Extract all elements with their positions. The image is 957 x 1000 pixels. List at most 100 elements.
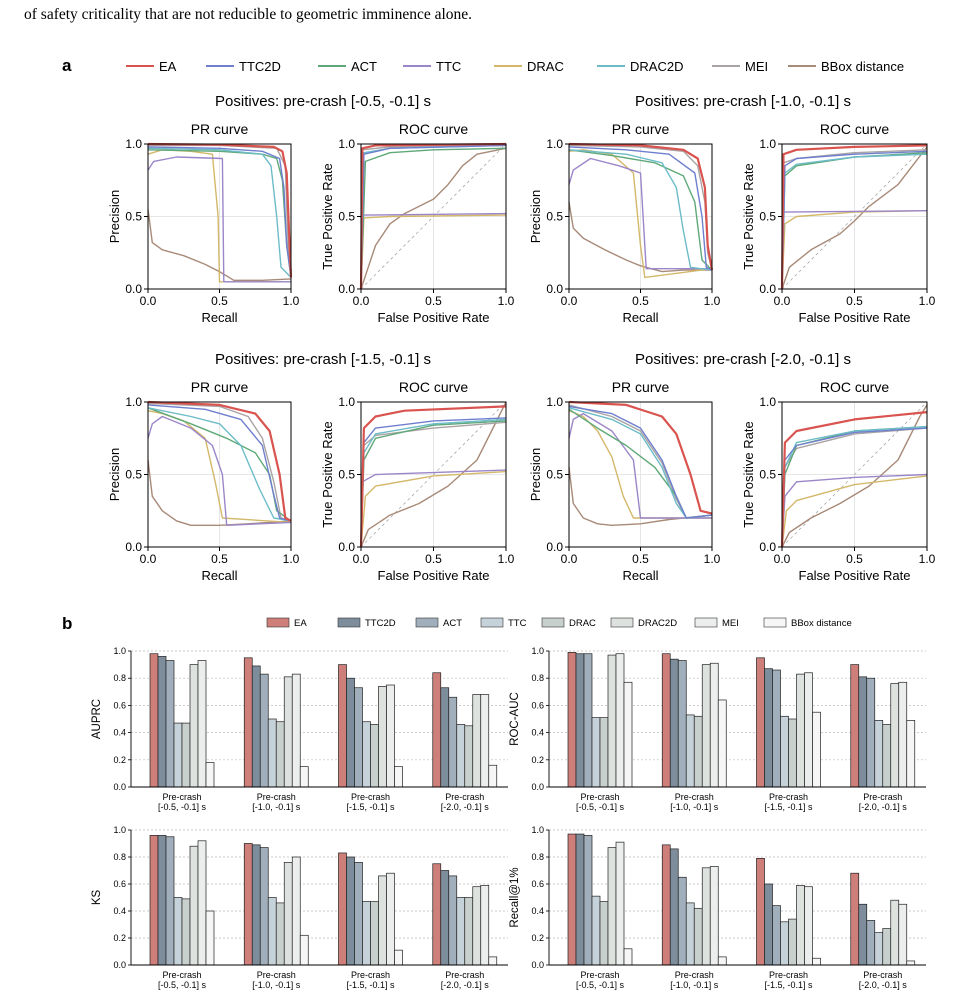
y-tick-label: 0.5 [125, 210, 142, 224]
bar-y-axis-label: Recall@1% [509, 867, 521, 927]
bar-y-tick-label: 0.6 [531, 879, 544, 889]
intro-text: of safety criticality that are not reduc… [24, 6, 473, 23]
bar-drac [370, 724, 379, 788]
curve-ttc [147, 415, 292, 526]
x-tick-label: 1.0 [919, 294, 936, 308]
bar-legend-swatch-drac2d [610, 617, 634, 628]
x-tick-label: 1.0 [283, 294, 300, 308]
bar-bbox-distance [812, 711, 821, 788]
curve-act [568, 149, 713, 271]
bar-ttc2d [251, 844, 261, 966]
bar-drac [275, 721, 285, 788]
bar-ea [432, 863, 442, 966]
bar-drac2d [378, 875, 387, 966]
curve-ea [568, 400, 713, 515]
legend-label: BBox distance [821, 59, 904, 74]
y-tick-label: 1.0 [125, 137, 142, 151]
bar-act [772, 669, 781, 788]
bar-ea [850, 664, 860, 788]
curve-drac [781, 475, 928, 548]
bar-legend-label: EA [294, 618, 307, 629]
category-label-line1: Pre-crash [580, 792, 619, 802]
bar-mei [804, 886, 813, 966]
curve-ea [780, 411, 928, 548]
category-label-line1: Pre-crash [257, 792, 296, 802]
x-axis-label: Recall [622, 310, 658, 325]
bar-bbox-distance [906, 960, 916, 966]
bar-legend-label: MEI [722, 618, 739, 629]
x-tick-label: 0.0 [353, 552, 370, 566]
bar-mei [898, 681, 908, 788]
pr-title: PR curve [612, 379, 670, 395]
bar-ttc [685, 714, 695, 788]
bar-ea [149, 653, 159, 788]
bar-drac2d [796, 884, 805, 966]
bar-bbox-distance [205, 910, 215, 966]
category-label-line1: Pre-crash [863, 970, 902, 980]
bar-act [866, 920, 876, 966]
bar-legend-swatch-bbox-distance [763, 617, 787, 628]
y-axis-label: True Positive Rate [741, 421, 756, 527]
bar-bbox-distance [394, 949, 403, 966]
category-label-line1: Pre-crash [769, 970, 808, 980]
bar-y-tick-label: 0.6 [531, 700, 544, 710]
bar-act [354, 862, 363, 966]
category-label-line1: Pre-crash [580, 970, 619, 980]
bar-y-axis-label: KS [91, 890, 103, 906]
category-label-line2: [-1.0, -0.1] s [252, 980, 301, 990]
bar-mei [291, 856, 301, 966]
bar-mei [291, 673, 301, 788]
bar-drac [599, 717, 609, 788]
curve-ea [359, 405, 507, 548]
bar-act [259, 673, 269, 788]
category-label-line1: Pre-crash [351, 970, 390, 980]
bar-act [448, 696, 458, 788]
bar-act [677, 876, 687, 966]
bar-mei [480, 884, 490, 966]
bar-y-tick-label: 0.2 [113, 933, 126, 943]
bar-ea [756, 857, 765, 966]
bar-ea [756, 657, 765, 788]
x-tick-label: 1.0 [498, 552, 515, 566]
legend-label: DRAC2D [630, 59, 683, 74]
curve-bbox-distance [568, 201, 712, 273]
bar-ttc [874, 932, 884, 966]
bar-y-tick-label: 1.0 [531, 825, 544, 835]
x-tick-label: 0.5 [425, 294, 442, 308]
bar-ttc [874, 720, 884, 788]
bar-y-tick-label: 1.0 [531, 646, 544, 656]
bar-drac2d [283, 862, 293, 966]
x-axis-label: Recall [622, 568, 658, 583]
y-tick-label: 0.5 [546, 468, 563, 482]
bar-y-axis-label: AUPRC [91, 699, 103, 739]
bar-drac2d [607, 847, 617, 966]
bar-mei [615, 841, 625, 966]
bar-mei [386, 872, 395, 966]
legend-label: DRAC [527, 59, 564, 74]
bar-drac [181, 722, 191, 788]
x-tick-label: 0.0 [561, 294, 578, 308]
bar-ttc2d [346, 677, 355, 788]
bar-ea [567, 833, 577, 966]
bar-drac2d [890, 683, 900, 788]
x-axis-label: Recall [201, 568, 237, 583]
bar-bbox-distance [205, 762, 215, 788]
x-tick-label: 1.0 [498, 294, 515, 308]
curve-ttc [147, 156, 291, 283]
bar-y-tick-label: 0.0 [531, 782, 544, 792]
bar-bbox-distance [623, 681, 633, 788]
y-axis-label: Precision [107, 448, 122, 501]
bar-ttc [456, 897, 466, 966]
x-tick-label: 0.5 [632, 294, 649, 308]
legend-label: EA [159, 59, 177, 74]
bar-mei [709, 866, 719, 966]
x-axis-label: False Positive Rate [799, 568, 911, 583]
bar-legend-label: DRAC2D [638, 618, 677, 629]
bar-drac [788, 918, 797, 966]
x-tick-label: 0.5 [846, 294, 863, 308]
bar-ttc [267, 718, 277, 788]
legend-label: MEI [745, 59, 768, 74]
bar-y-tick-label: 0.0 [531, 960, 544, 970]
bar-y-tick-label: 0.4 [531, 906, 544, 916]
bar-ttc [267, 897, 277, 966]
